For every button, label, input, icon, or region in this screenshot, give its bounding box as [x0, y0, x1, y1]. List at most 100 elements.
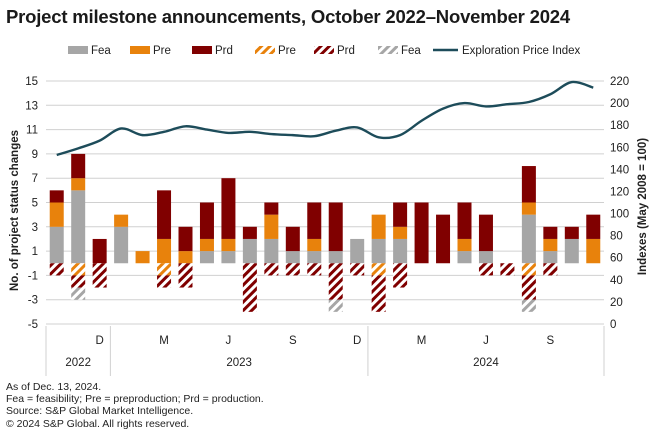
y2-tick-label: 200: [610, 98, 629, 110]
bar-prd_up: [564, 226, 579, 239]
bar-fea_up: [114, 226, 129, 264]
bar-fea_up: [371, 238, 386, 264]
bar-fea_up: [49, 226, 64, 264]
legend-label: Fea: [91, 45, 111, 57]
bar-prd_up: [307, 202, 322, 239]
bar-prd_up: [393, 202, 408, 227]
bar-fea_up: [350, 238, 365, 264]
bar-prd_up: [264, 202, 279, 215]
index-line-series: [56, 80, 594, 157]
y2-tick-label: 40: [610, 275, 623, 287]
y-tick-label: 11: [26, 125, 38, 137]
footnote-date: As of Dec. 13, 2024.: [6, 381, 102, 393]
bar-prd_up: [586, 214, 601, 239]
x-month-label: M: [417, 335, 427, 347]
bar-pre_up: [371, 214, 386, 239]
bar-fea_up: [242, 238, 257, 264]
legend-swatch-pre_down: [255, 46, 275, 54]
footnote-copyright: © 2024 S&P Global. All rights reserved.: [6, 417, 190, 430]
bar-pre_down: [157, 263, 172, 276]
bar-pre_up: [71, 178, 86, 191]
y2-tick-label: 120: [610, 186, 629, 198]
y-tick-label: 9: [32, 149, 38, 161]
x-month-label: D: [353, 335, 361, 347]
y-tick-label: 15: [25, 76, 38, 88]
bar-prd_up: [71, 153, 86, 179]
bar-prd_down: [71, 275, 86, 288]
legend-swatch-pre_up: [130, 46, 150, 54]
bar-prd_down: [393, 263, 408, 288]
bar-fea_up: [393, 238, 408, 264]
y2-tick-label: 160: [610, 142, 629, 154]
bar-fea_up: [71, 190, 86, 264]
y2-tick-label: 20: [610, 297, 623, 309]
bar-prd_up: [436, 214, 451, 264]
y-tick-label: 3: [32, 222, 38, 234]
x-month-label: M: [159, 335, 169, 347]
bar-fea_up: [328, 251, 343, 264]
legend-label: Pre: [153, 45, 171, 57]
footnotes: As of Dec. 13, 2024. Fea = feasibility; …: [6, 381, 264, 430]
legend-swatch-fea_down: [378, 46, 398, 54]
x-year-label: 2022: [65, 357, 91, 369]
bar-fea_up: [564, 238, 579, 264]
bar-pre_up: [586, 238, 601, 264]
bar-prd_up: [478, 214, 493, 252]
chart-legend: Fea Pre Prd Pre Prd Fea Exploration Price Inde…: [68, 45, 581, 57]
bar-pre_up: [49, 202, 64, 227]
y-tick-label: 13: [25, 100, 38, 112]
bar-fea_up: [478, 251, 493, 264]
y2-tick-label: 60: [610, 253, 623, 265]
y-tick-label: -3: [28, 295, 38, 307]
bar-prd_down: [478, 263, 493, 276]
bar-prd_down: [242, 263, 257, 312]
bar-fea_down: [521, 299, 536, 312]
y2-tick-label: 80: [610, 231, 623, 243]
bar-series: [49, 153, 601, 312]
y-tick-label: 5: [32, 198, 38, 210]
chart-title: Project milestone announcements, October…: [6, 6, 570, 27]
bar-prd_up: [414, 202, 429, 264]
bar-prd_down: [371, 275, 386, 312]
bar-fea_down: [328, 299, 343, 312]
legend-label: Pre: [278, 45, 296, 57]
footnote-abbreviations: Fea = feasibility; Pre = preproduction; …: [6, 393, 264, 406]
bar-fea_up: [307, 251, 322, 264]
bar-prd_up: [285, 226, 300, 252]
bar-pre_up: [393, 226, 408, 239]
legend-swatch-prd_down: [314, 46, 334, 54]
legend-label: Fea: [401, 45, 421, 57]
bar-prd_down: [350, 263, 365, 276]
bar-fea_up: [457, 251, 472, 264]
legend-swatch-prd_up: [192, 46, 212, 54]
y2-tick-label: 180: [610, 120, 629, 132]
x-month-label: J: [226, 335, 232, 347]
bar-prd_up: [242, 226, 257, 239]
y2-tick-label: 100: [610, 209, 629, 221]
x-month-label: J: [483, 335, 489, 347]
bar-prd_down: [264, 263, 279, 276]
bar-fea_up: [221, 251, 236, 264]
bar-fea_down: [71, 287, 86, 300]
legend-label: Prd: [215, 45, 233, 57]
legend-label: Exploration Price Index: [462, 45, 581, 57]
bar-pre_up: [521, 202, 536, 215]
bar-prd_up: [49, 190, 64, 203]
bar-pre_down: [521, 263, 536, 276]
bar-prd_up: [199, 202, 214, 239]
x-month-label: D: [95, 335, 103, 347]
x-year-label: 2023: [226, 357, 252, 369]
y-tick-label: -1: [28, 270, 38, 282]
y2-tick-label: 0: [610, 319, 616, 331]
y-tick-label: -5: [28, 319, 38, 331]
y-tick-label: 7: [32, 173, 38, 185]
y2-tick-label: 220: [610, 76, 629, 88]
x-month-label: S: [289, 335, 297, 347]
bar-prd_up: [543, 226, 558, 239]
bar-fea_up: [285, 251, 300, 264]
bar-prd_down: [521, 275, 536, 300]
bar-prd_down: [49, 263, 64, 276]
bar-pre_up: [199, 238, 214, 252]
bar-prd_up: [178, 226, 193, 252]
